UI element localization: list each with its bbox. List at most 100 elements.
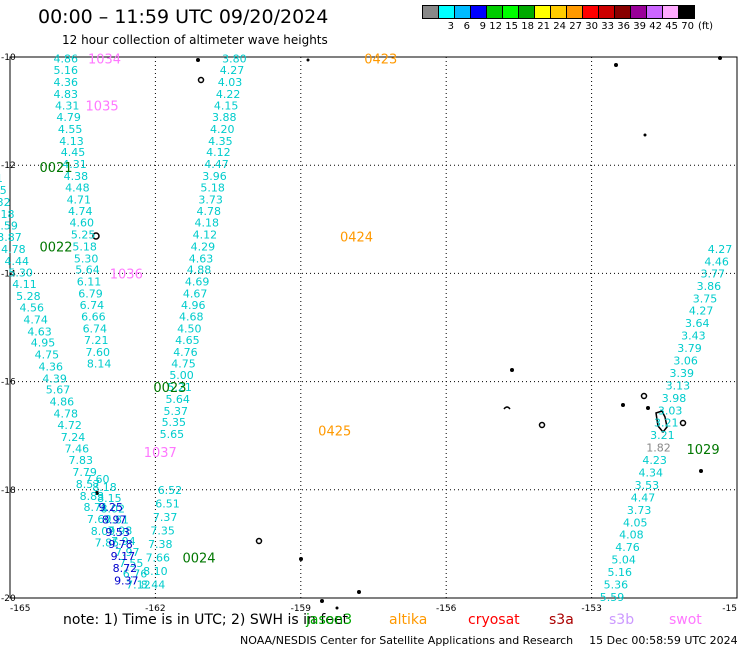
wave-height-label: 4.76 [173,346,198,359]
color-swatch [486,5,503,19]
wave-height-label: 7.98 [108,524,133,537]
pass-time-label: 1035 [86,100,119,115]
island [92,232,100,240]
wave-height-label: 8.71 [84,501,109,514]
wave-height-label: 7.21 [84,334,109,347]
color-scale-label: 24 [553,21,566,32]
wave-height-label: 4.23 [642,454,667,467]
pass-time-label: 0023 [153,381,186,396]
wave-height-label: 9.17 [111,550,136,563]
wave-height-label: 8.18 [92,481,117,494]
wave-height-label: 4.75 [171,358,196,371]
wave-height-label: 8.02 [100,503,125,516]
wave-height-label: 5.30 [8,266,33,279]
wave-height-label: 4.31 [55,100,80,113]
wave-height-label: 7.60 [85,473,110,486]
wave-height-label: 4.12 [193,228,218,241]
wave-height-label: 5.25 [71,228,96,241]
wave-height-label: 4.56 [20,301,45,314]
wave-height-label: 5.21 [167,381,192,394]
pass-time-label: 1029 [687,443,720,458]
color-swatch [662,5,679,19]
wave-height-label: 4.60 [69,217,94,230]
wave-height-label: 4.39 [42,372,67,385]
color-swatch [502,5,519,19]
pass-time-label: 0423 [364,53,397,68]
wave-height-label: 5.28 [16,290,41,303]
color-scale-label: 12 [489,21,502,32]
pass-time-label: 0021 [39,161,72,176]
color-swatch [534,5,551,19]
wave-height-label: 7.35 [150,524,175,537]
wave-height-label: 4.78 [53,408,78,421]
wave-height-label: 5.67 [46,384,71,397]
wave-height-label: 3.77 [701,267,726,280]
footer: NOAA/NESDIS Center for Satellite Applica… [240,634,738,647]
wave-height-label: 4.78 [196,205,221,218]
color-scale-label: 70 [681,21,694,32]
color-scale-unit: (ft) [698,21,714,32]
wave-height-label: 4.59 [0,219,18,232]
wave-height-label: 7.60 [85,346,110,359]
wave-height-label: 5.16 [53,64,78,77]
wave-height-label: 4.47 [204,158,229,171]
x-tick-label: -15 [722,604,737,614]
wave-height-label: 5.65 [160,428,185,441]
legend-note: note: 1) Time is in UTC; 2) SWH is in fe… [63,612,349,628]
chart-title: 00:00 – 11:59 UTC 09/20/2024 [38,6,329,28]
wave-height-label: 3.98 [662,392,687,405]
wave-height-label: 5.18 [72,240,97,253]
wave-height-label: 9.25 [99,501,124,514]
wave-height-label: 4.03 [218,76,243,89]
color-scale-label: 3 [447,21,454,32]
island [197,76,205,84]
island [640,392,648,400]
wave-height-label: 4.96 [181,299,206,312]
wave-height-label: 3.87 [0,231,22,244]
island [306,58,310,62]
wave-height-label: 8.97 [102,514,127,527]
wave-height-label: 3.88 [212,111,237,124]
y-tick-label: -16 [1,378,16,388]
wave-height-label: 4.05 [623,516,648,529]
altimeter-labels: 4.865.164.364.834.314.794.554.134.454.31… [0,53,732,604]
wave-height-label: 3.39 [669,367,694,380]
wave-height-label: 4.35 [208,135,233,148]
wave-height-label: 3.73 [627,504,652,517]
wave-height-label: 4.13 [59,135,84,148]
wave-height-label: 4.71 [67,193,92,206]
wave-height-label: 8.44 [141,578,166,591]
wave-height-label: 4.36 [38,360,63,373]
color-scale-label: 42 [649,21,662,32]
color-scale-label: 33 [601,21,614,32]
wave-height-label: 4.31 [62,158,87,171]
color-swatch [598,5,615,19]
wave-height-label: 4.45 [61,146,86,159]
wave-height-label: 8.57 [76,478,101,491]
wave-height-label: 5.37 [164,405,189,418]
wave-height-label: 4.50 [177,323,202,336]
wave-height-label: 6.51 [155,497,180,510]
color-scale-label: 18 [521,21,534,32]
wave-height-label: 4.27 [689,305,714,318]
y-tick-label: -10 [1,53,16,63]
legend-sat-cryosat: cryosat [468,612,520,628]
island [538,421,546,429]
island [196,58,200,62]
wave-height-label: 9.37 [114,575,139,588]
wave-height-label: 8.14 [87,358,112,371]
wave-height-label: 3.96 [202,170,227,183]
footer-credit: NOAA/NESDIS Center for Satellite Applica… [240,634,574,647]
color-scale-label [422,21,438,32]
color-swatch [454,5,471,19]
wave-height-label: 4.86 [53,53,78,66]
island [95,491,99,495]
wave-height-label: 4.72 [57,419,82,432]
wave-height-label: 4.15 [214,100,239,113]
wave-height-label: 4.83 [53,88,78,101]
wave-height-label: 4.95 [31,337,56,350]
wave-height-label: 3.13 [666,379,691,392]
x-tick-label: -165 [10,604,30,614]
legend-sat-swot: swot [669,612,702,628]
